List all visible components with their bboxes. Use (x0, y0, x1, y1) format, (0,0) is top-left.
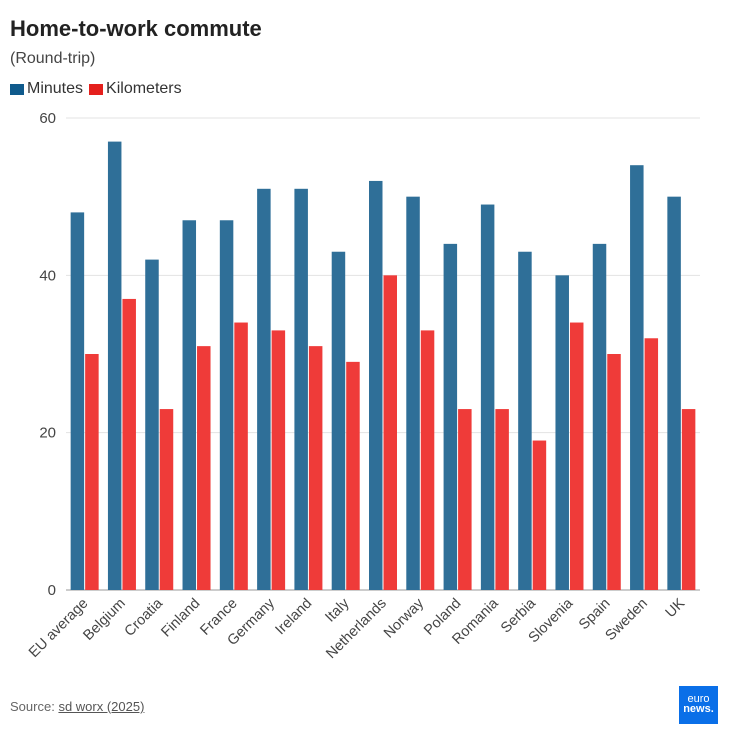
source-link[interactable]: sd worx (2025) (58, 699, 145, 714)
x-tick-label: UK (663, 595, 689, 621)
bar-minutes[interactable] (369, 180, 383, 590)
bar-kilometers[interactable] (234, 322, 248, 590)
bar-kilometers[interactable] (271, 330, 286, 590)
chart-title: Home-to-work commute (10, 16, 262, 41)
bar-minutes[interactable] (406, 196, 420, 590)
x-tick-label: EU average (26, 596, 91, 661)
source-note: Source: sd worx (2025) (10, 699, 144, 714)
legend-label: Minutes (27, 80, 84, 97)
x-tick-label: Norway (381, 595, 428, 642)
x-tick-label: Italy (322, 595, 353, 626)
x-tick-label: Croatia (122, 595, 167, 640)
bar-minutes[interactable] (667, 196, 681, 590)
bar-minutes[interactable] (107, 141, 122, 590)
bar-kilometers[interactable] (85, 354, 99, 590)
bar-minutes[interactable] (182, 220, 197, 590)
x-tick-label: Finland (158, 596, 203, 641)
euronews-logo: euro news. (679, 686, 718, 724)
bar-minutes[interactable] (257, 188, 271, 591)
bar-minutes[interactable] (592, 243, 607, 590)
bar-kilometers[interactable] (532, 440, 547, 590)
x-tick-label: Belgium (80, 596, 128, 644)
bar-kilometers[interactable] (681, 409, 696, 590)
bar-minutes[interactable] (630, 165, 644, 590)
bar-kilometers[interactable] (644, 338, 659, 590)
source-label: Source: (10, 699, 55, 714)
chart-subtitle: (Round-trip) (10, 50, 96, 67)
logo-text: news. (683, 703, 714, 715)
y-tick-label: 40 (39, 267, 56, 284)
bar-kilometers[interactable] (197, 346, 211, 590)
bar-kilometers[interactable] (122, 298, 136, 590)
bar-minutes[interactable] (518, 251, 532, 590)
legend-swatch-kilometers (89, 83, 104, 95)
x-tick-label: Ireland (273, 596, 316, 639)
bar-minutes[interactable] (294, 188, 308, 591)
y-tick-label: 20 (39, 425, 56, 442)
legend-label: Kilometers (106, 80, 182, 97)
bar-minutes[interactable] (70, 212, 85, 590)
bar-kilometers[interactable] (383, 275, 398, 590)
bar-minutes[interactable] (145, 259, 159, 590)
bar-kilometers[interactable] (308, 346, 323, 590)
y-tick-label: 0 (48, 582, 56, 599)
bar-minutes[interactable] (219, 220, 234, 590)
legend-item-minutes[interactable]: Minutes (10, 80, 83, 98)
bar-kilometers[interactable] (495, 409, 509, 590)
bar-minutes[interactable] (331, 251, 346, 590)
bar-minutes[interactable] (555, 275, 569, 590)
bar-minutes[interactable] (443, 243, 458, 590)
bar-minutes[interactable] (480, 204, 495, 591)
bar-kilometers[interactable] (569, 322, 584, 590)
bar-kilometers[interactable] (159, 409, 174, 590)
x-tick-label: Sweden (603, 596, 651, 644)
bar-kilometers[interactable] (420, 330, 435, 590)
bar-kilometers[interactable] (458, 409, 472, 590)
legend-item-kilometers[interactable]: Kilometers (89, 80, 182, 98)
bar-kilometers[interactable] (346, 361, 360, 590)
legend: Minutes Kilometers (10, 80, 182, 98)
y-tick-label: 60 (39, 110, 56, 127)
logo-text: euro (687, 693, 710, 705)
legend-swatch-minutes (10, 83, 24, 95)
bar-kilometers[interactable] (607, 354, 621, 590)
